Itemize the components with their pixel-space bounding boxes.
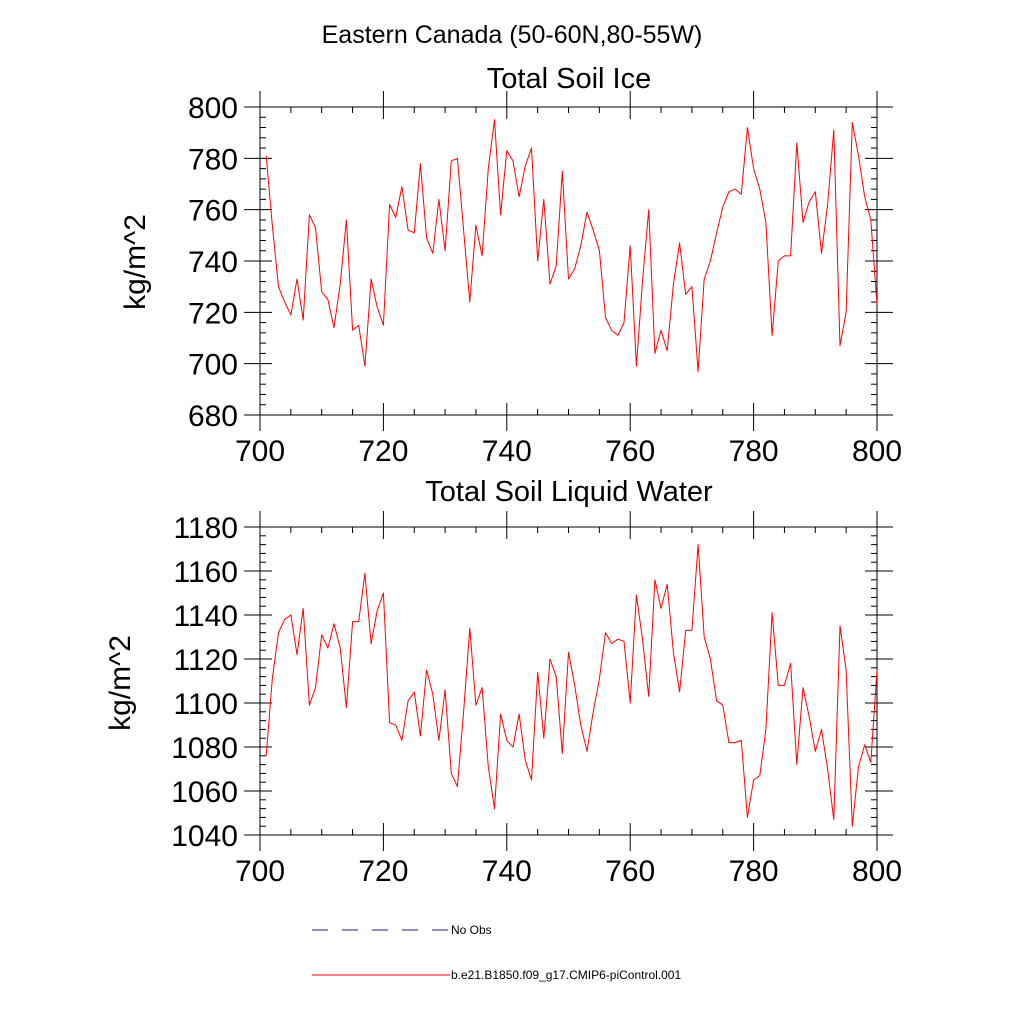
x-tick-label: 720 xyxy=(358,855,408,888)
x-tick-label: 700 xyxy=(235,435,285,468)
y-axis-label-soil-liquid-water: kg/m^2 xyxy=(104,635,137,731)
y-tick-label: 1120 xyxy=(173,644,238,677)
x-tick-label: 780 xyxy=(729,855,779,888)
x-tick-label: 800 xyxy=(852,435,902,468)
y-tick-label: 760 xyxy=(188,195,238,228)
y-tick-label: 700 xyxy=(188,349,238,382)
y-tick-label: 1100 xyxy=(173,688,238,721)
y-tick-label: 1060 xyxy=(171,776,238,809)
chart-title-soil-liquid-water: Total Soil Liquid Water xyxy=(425,476,713,508)
x-tick-label: 700 xyxy=(235,855,285,888)
series-line-soil-liquid-water xyxy=(265,544,878,827)
y-tick-label: 1140 xyxy=(173,600,238,633)
x-tick-label: 740 xyxy=(482,435,532,468)
y-tick-label: 720 xyxy=(188,297,238,330)
legend: No Obs b.e21.B1850.f09_g17.CMIP6-piContr… xyxy=(312,923,681,982)
panel-soil-ice: Total Soil Ice kg/m^2 700 720 740 760 780 800… xyxy=(119,63,902,468)
y-tick-label: 740 xyxy=(188,246,238,279)
panel-soil-liquid-water: Total Soil Liquid Water kg/m^2 700 720 740… xyxy=(104,476,902,888)
y-tick-label: 1160 xyxy=(173,556,238,589)
plot-frame xyxy=(259,526,878,836)
plot-frame xyxy=(259,106,878,416)
legend-label-model: b.e21.B1850.f09_g17.CMIP6-piControl.001 xyxy=(451,968,681,982)
chart-title-soil-ice: Total Soil Ice xyxy=(487,63,651,95)
y-tick-label: 800 xyxy=(188,92,238,125)
x-tick-label: 800 xyxy=(852,855,902,888)
y-axis-label-soil-ice: kg/m^2 xyxy=(119,214,152,310)
y-tick-label: 1080 xyxy=(171,732,238,765)
x-tick-label: 740 xyxy=(482,855,532,888)
y-tick-label: 1180 xyxy=(173,512,238,545)
x-tick-label: 780 xyxy=(729,435,779,468)
series-line-soil-ice xyxy=(265,119,878,372)
x-tick-label: 760 xyxy=(605,855,655,888)
x-tick-label: 720 xyxy=(358,435,408,468)
y-tick-label: 1040 xyxy=(171,820,238,853)
x-tick-label: 760 xyxy=(605,435,655,468)
figure-title: Eastern Canada (50-60N,80-55W) xyxy=(322,21,703,49)
y-tick-label: 680 xyxy=(188,400,238,433)
axes-soil-liquid-water: 700 720 740 760 780 800 1040 1060 1080 1100 1120 11… xyxy=(171,511,902,888)
y-tick-label: 780 xyxy=(188,143,238,176)
legend-label-no-obs: No Obs xyxy=(451,923,492,937)
